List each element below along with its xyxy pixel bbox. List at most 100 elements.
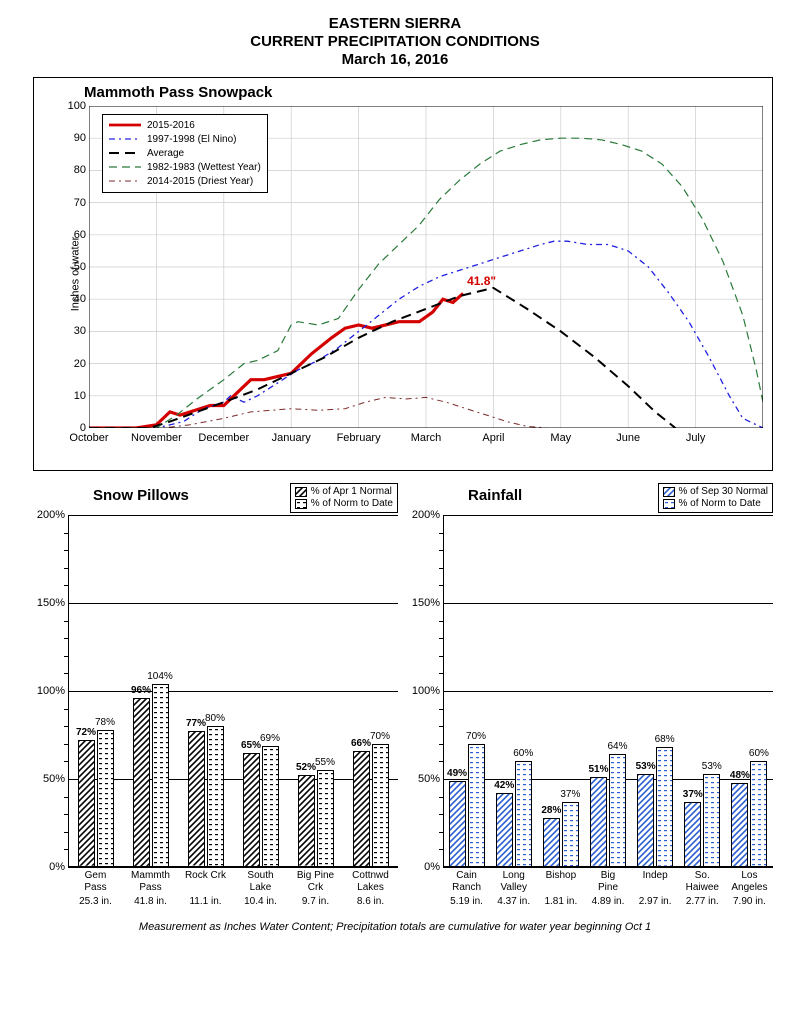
bar: 69% — [262, 746, 279, 867]
bar-measurement-label: 10.4 in. — [233, 893, 288, 907]
bar-category-label: So.Haiwee — [679, 867, 726, 893]
bar-group: 28% 37% — [537, 515, 584, 867]
bar-value-label: 104% — [147, 671, 173, 682]
snowpack-ytick: 90 — [62, 132, 86, 144]
bar-value-label: 65% — [241, 740, 261, 751]
snowpack-xtick: January — [272, 432, 311, 444]
bar-category-label: CainRanch — [443, 867, 490, 893]
bar-measurement-label: 4.37 in. — [490, 893, 537, 907]
snow-pillows-chart: Snow Pillows % of Apr 1 Normal % of Norm… — [33, 483, 398, 907]
snowpack-xtick: July — [686, 432, 706, 444]
bar-value-label: 53% — [636, 761, 656, 772]
bar: 53% — [637, 774, 654, 867]
bar-group: 49% 70% — [443, 515, 490, 867]
rainfall-legend: % of Sep 30 Normal % of Norm to Date — [658, 483, 774, 513]
snowpack-ytick: 80 — [62, 164, 86, 176]
bar: 49% — [449, 781, 466, 867]
bar-value-label: 42% — [494, 780, 514, 791]
bar-value-label: 60% — [513, 748, 533, 759]
bar-legend-label: % of Apr 1 Normal — [311, 486, 392, 498]
snowpack-ytick: 20 — [62, 358, 86, 370]
header-line-2: CURRENT PRECIPITATION CONDITIONS — [15, 33, 775, 51]
snowpack-ytick: 70 — [62, 197, 86, 209]
bar-ytick: 0% — [408, 861, 440, 873]
legend-swatch-icon — [109, 134, 141, 144]
bar: 96% — [133, 698, 150, 867]
bar-legend-row: % of Norm to Date — [295, 498, 393, 510]
snowpack-legend-row: 2015-2016 — [109, 118, 261, 132]
bar-ytick: 150% — [408, 597, 440, 609]
bar-value-label: 70% — [370, 731, 390, 742]
footnote: Measurement as Inches Water Content; Pre… — [15, 921, 775, 933]
bar: 64% — [609, 754, 626, 867]
snowpack-xtick: June — [616, 432, 640, 444]
snow-pillows-legend: % of Apr 1 Normal % of Norm to Date — [290, 483, 398, 513]
bar: 80% — [207, 726, 224, 867]
bar: 60% — [515, 761, 532, 867]
bar-value-label: 53% — [702, 761, 722, 772]
bar-group: 53% 68% — [632, 515, 679, 867]
bar: 42% — [496, 793, 513, 867]
snowpack-legend-row: 2014-2015 (Driest Year) — [109, 174, 261, 188]
bar-group: 51% 64% — [584, 515, 631, 867]
legend-swatch-icon — [295, 487, 307, 497]
bar-category-label: MammthPass — [123, 867, 178, 893]
bar-measurement-label: 2.97 in. — [632, 893, 679, 907]
bar-ytick: 200% — [408, 509, 440, 521]
bar: 60% — [750, 761, 767, 867]
snowpack-annotation: 41.8" — [467, 274, 496, 288]
snowpack-ytick: 50 — [62, 261, 86, 273]
snowpack-xtick: March — [411, 432, 442, 444]
legend-swatch-icon — [109, 120, 141, 130]
bar-ytick: 0% — [33, 861, 65, 873]
bar-measurement-label: 1.81 in. — [537, 893, 584, 907]
snowpack-xtick: October — [69, 432, 108, 444]
bar-value-label: 70% — [466, 731, 486, 742]
snowpack-xtick: April — [482, 432, 504, 444]
bar-group: 52% 55% — [288, 515, 343, 867]
rainfall-title: Rainfall — [468, 487, 522, 504]
bar-category-label: Rock Crk — [178, 867, 233, 893]
bar-value-label: 51% — [588, 764, 608, 775]
bar-ytick: 50% — [408, 773, 440, 785]
bar: 70% — [468, 744, 485, 867]
bar-measurement-label: 9.7 in. — [288, 893, 343, 907]
bar-value-label: 72% — [76, 727, 96, 738]
bar-measurement-label: 5.19 in. — [443, 893, 490, 907]
bar-measurement-label: 8.6 in. — [343, 893, 398, 907]
legend-swatch-icon — [295, 499, 307, 509]
bar: 68% — [656, 747, 673, 867]
bar-group: 37% 53% — [679, 515, 726, 867]
snow-pillows-title: Snow Pillows — [93, 487, 189, 504]
bar-value-label: 37% — [560, 789, 580, 800]
legend-swatch-icon — [109, 148, 141, 158]
bar-legend-row: % of Sep 30 Normal — [663, 486, 769, 498]
bar: 70% — [372, 744, 389, 867]
bar-measurement-label: 4.89 in. — [584, 893, 631, 907]
legend-swatch-icon — [663, 487, 675, 497]
legend-label: 2014-2015 (Driest Year) — [147, 176, 253, 187]
bar-ytick: 200% — [33, 509, 65, 521]
bar-value-label: 55% — [315, 757, 335, 768]
bar-measurement-label: 7.90 in. — [726, 893, 773, 907]
bar-group: 96% 104% — [123, 515, 178, 867]
bar-category-label: Indep — [632, 867, 679, 893]
bar-value-label: 68% — [655, 734, 675, 745]
bar: 48% — [731, 783, 748, 867]
bar-group: 42% 60% — [490, 515, 537, 867]
bar-value-label: 28% — [541, 805, 561, 816]
bar: 51% — [590, 777, 607, 867]
bar-measurement-label: 41.8 in. — [123, 893, 178, 907]
bar-value-label: 48% — [730, 770, 750, 781]
bar-value-label: 64% — [607, 741, 627, 752]
rainfall-chart: Rainfall % of Sep 30 Normal % of Norm to… — [408, 483, 773, 907]
legend-swatch-icon — [109, 162, 141, 172]
bar-group: 77% 80% — [178, 515, 233, 867]
bar: 66% — [353, 751, 370, 867]
bar: 77% — [188, 731, 205, 867]
bar-value-label: 96% — [131, 685, 151, 696]
snowpack-chart-title: Mammoth Pass Snowpack — [84, 84, 272, 101]
bar-measurement-label: 2.77 in. — [679, 893, 726, 907]
bar-category-label: Bishop — [537, 867, 584, 893]
bar-category-label: CottnwdLakes — [343, 867, 398, 893]
